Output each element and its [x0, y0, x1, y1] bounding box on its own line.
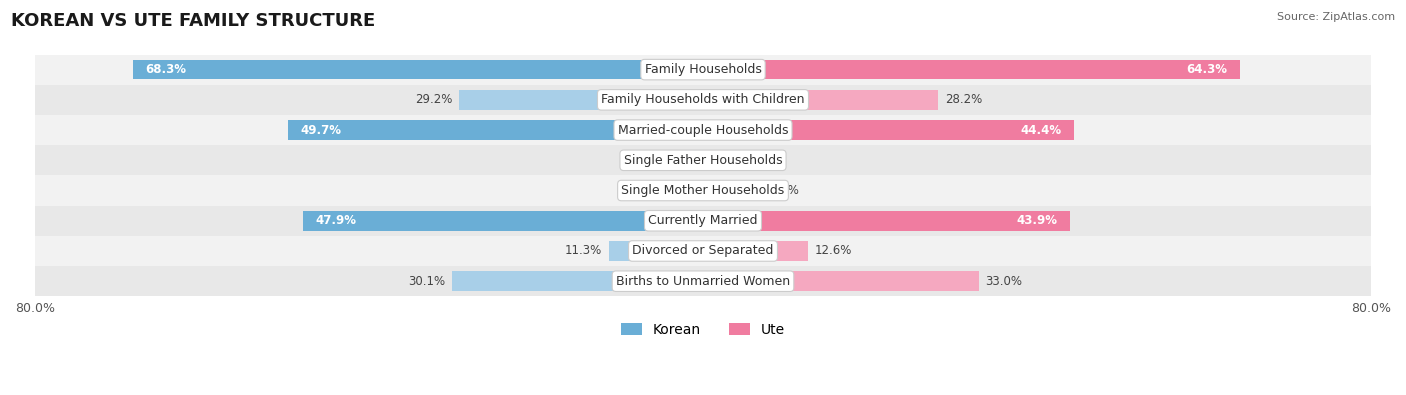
Bar	[35, 206, 1371, 236]
Bar	[703, 271, 979, 291]
Bar	[35, 145, 1371, 175]
Bar	[35, 55, 1371, 85]
Bar	[35, 266, 1371, 296]
Text: Married-couple Households: Married-couple Households	[617, 124, 789, 137]
Text: Source: ZipAtlas.com: Source: ZipAtlas.com	[1277, 12, 1395, 22]
Text: 44.4%: 44.4%	[1021, 124, 1062, 137]
Text: 43.9%: 43.9%	[1017, 214, 1057, 227]
Bar	[35, 236, 1371, 266]
Bar	[703, 90, 938, 110]
Bar	[132, 60, 703, 79]
Bar	[451, 271, 703, 291]
Text: 68.3%: 68.3%	[145, 63, 186, 76]
Text: 7.1%: 7.1%	[769, 184, 799, 197]
Text: 2.4%: 2.4%	[647, 154, 676, 167]
Text: Single Mother Households: Single Mother Households	[621, 184, 785, 197]
Text: 49.7%: 49.7%	[301, 124, 342, 137]
Bar	[35, 175, 1371, 206]
Text: KOREAN VS UTE FAMILY STRUCTURE: KOREAN VS UTE FAMILY STRUCTURE	[11, 12, 375, 30]
Bar	[304, 211, 703, 231]
Text: Births to Unmarried Women: Births to Unmarried Women	[616, 275, 790, 288]
Bar	[703, 150, 728, 170]
Text: Family Households with Children: Family Households with Children	[602, 93, 804, 106]
Text: 47.9%: 47.9%	[315, 214, 357, 227]
Bar	[35, 115, 1371, 145]
Bar	[683, 150, 703, 170]
Bar	[703, 241, 808, 261]
Legend: Korean, Ute: Korean, Ute	[616, 318, 790, 342]
Text: 28.2%: 28.2%	[945, 93, 983, 106]
Bar	[703, 60, 1240, 79]
Text: Currently Married: Currently Married	[648, 214, 758, 227]
Text: 3.0%: 3.0%	[735, 154, 765, 167]
Bar	[35, 85, 1371, 115]
Bar	[288, 120, 703, 140]
Bar	[609, 241, 703, 261]
Bar	[460, 90, 703, 110]
Text: 64.3%: 64.3%	[1187, 63, 1227, 76]
Text: 11.3%: 11.3%	[565, 245, 602, 258]
Bar	[703, 211, 1070, 231]
Text: Family Households: Family Households	[644, 63, 762, 76]
Text: 6.0%: 6.0%	[616, 184, 647, 197]
Text: 30.1%: 30.1%	[408, 275, 444, 288]
Text: Single Father Households: Single Father Households	[624, 154, 782, 167]
Text: 12.6%: 12.6%	[815, 245, 852, 258]
Text: 29.2%: 29.2%	[415, 93, 453, 106]
Bar	[703, 181, 762, 200]
Bar	[703, 120, 1074, 140]
Bar	[652, 181, 703, 200]
Text: 33.0%: 33.0%	[986, 275, 1022, 288]
Text: Divorced or Separated: Divorced or Separated	[633, 245, 773, 258]
